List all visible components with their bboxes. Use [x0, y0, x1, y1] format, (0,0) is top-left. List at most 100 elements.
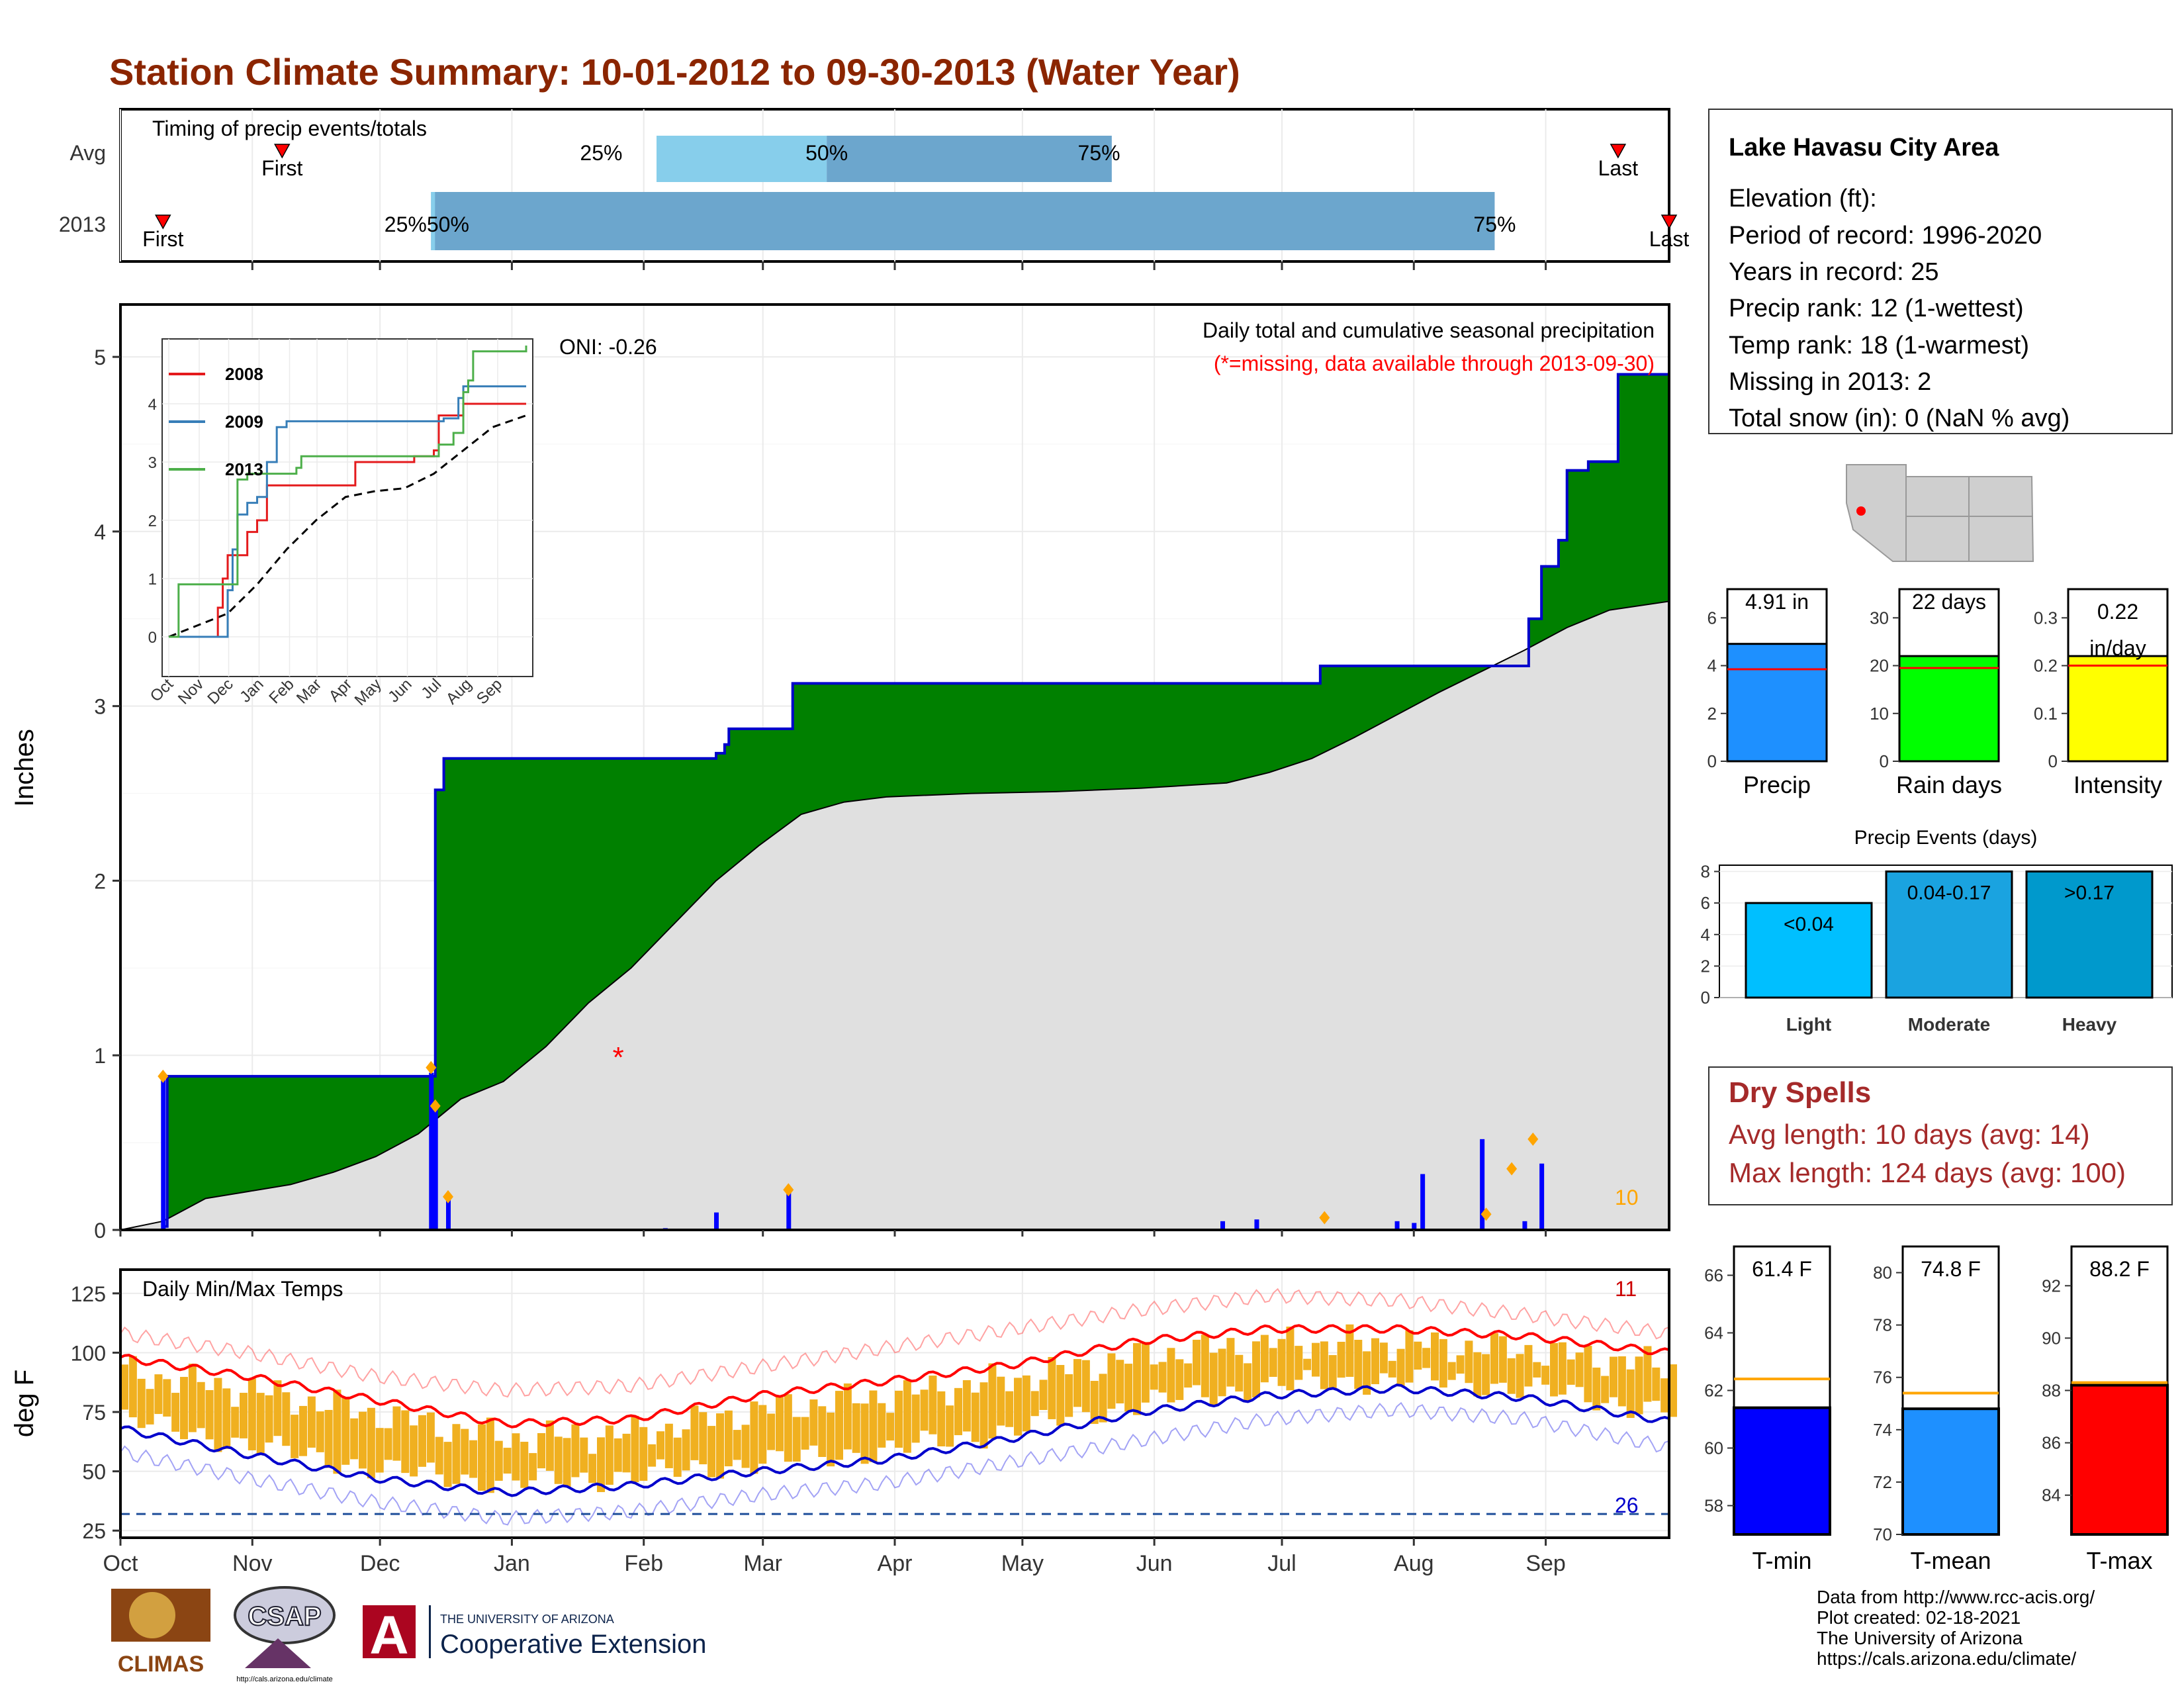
- inset-ytick-label-2: 2: [148, 512, 157, 530]
- daily-temp-bar-0: [120, 1364, 128, 1410]
- daily-temp-bar-204: [988, 1363, 997, 1439]
- daily-temp-bar-6: [146, 1389, 154, 1425]
- daily-temp-bar-10: [163, 1379, 171, 1417]
- daily-temp-bar-314: [1456, 1355, 1465, 1374]
- daily-temp-bar-108: [580, 1437, 588, 1473]
- t-max-ytick-label-3: 90: [2042, 1328, 2061, 1348]
- daily-temp-bar-232: [1107, 1353, 1116, 1409]
- daily-temp-bar-30: [248, 1378, 256, 1450]
- daily-temp-bar-76: [443, 1442, 452, 1487]
- daily-temp-bar-326: [1507, 1358, 1516, 1394]
- daily-temp-bar-70: [418, 1415, 426, 1467]
- climas-wordmark: CLIMAS: [118, 1652, 204, 1677]
- daily-temp-bar-216: [1039, 1380, 1048, 1411]
- rain-days-ytick-label-0: 0: [1880, 751, 1889, 771]
- t-mean-summary-bar: [1901, 1407, 2000, 1536]
- temp-ytick-label-3: 100: [71, 1341, 106, 1365]
- daily-temp-bar-360: [1652, 1367, 1661, 1401]
- daily-temp-bar-212: [1022, 1375, 1030, 1432]
- t-mean-ytick-label-0: 70: [1873, 1524, 1892, 1544]
- temp-title: Daily Min/Max Temps: [142, 1277, 343, 1301]
- month-label-3: Jan: [494, 1551, 530, 1576]
- daily-temp-bar-358: [1643, 1346, 1652, 1402]
- climas-sun-icon: [129, 1592, 175, 1638]
- daily-temp-bar-104: [563, 1438, 571, 1487]
- month-label-9: Jul: [1267, 1551, 1296, 1576]
- daily-temp-bar-290: [1354, 1339, 1363, 1389]
- avg-first-marker: [274, 144, 291, 159]
- daily-temp-bar-110: [588, 1454, 597, 1483]
- intensity-axis-label: Intensity: [2073, 771, 2162, 798]
- daily-temp-bar-34: [265, 1395, 273, 1443]
- daily-temp-bar-238: [1133, 1343, 1141, 1415]
- daily-temp-bar-94: [520, 1442, 529, 1488]
- daily-temp-bar-52: [341, 1397, 350, 1465]
- intensity-value-unit: in/day: [2089, 636, 2146, 660]
- daily-temp-bar-12: [171, 1393, 180, 1432]
- daily-temp-bar-230: [1099, 1374, 1107, 1423]
- y2013-q25-edge: [431, 192, 435, 250]
- daily-temp-bar-268: [1260, 1335, 1269, 1383]
- daily-temp-bar-348: [1601, 1376, 1610, 1403]
- daily-temp-bar-334: [1541, 1366, 1550, 1385]
- daily-temp-bar-178: [878, 1403, 886, 1448]
- events-ytick-label-4: 8: [1701, 862, 1710, 882]
- missing-note: (*=missing, data available through 2013-…: [1214, 352, 1655, 375]
- daily-temp-bar-142: [724, 1410, 733, 1467]
- credit-url: https://cals.arizona.edu/climate/: [1817, 1648, 2076, 1669]
- daily-temp-bar-188: [920, 1389, 929, 1431]
- daily-temp-bar-312: [1447, 1362, 1456, 1380]
- t-min-ytick-label-2: 62: [1704, 1381, 1723, 1401]
- daily-temp-bar-112: [597, 1437, 605, 1493]
- daily-max-diamond-5: [1319, 1211, 1330, 1225]
- precip-ytick-label-4: 4: [94, 520, 106, 544]
- inset-series-2013: [169, 346, 527, 638]
- summary-bar-charts: 0 2 4 6 4.91 in Precip 0 10 20 30 22 days Rain days…: [1707, 588, 2169, 798]
- t-mean-ytick-label-3: 76: [1873, 1368, 1892, 1387]
- precip-ytick-label-5: 5: [94, 346, 106, 369]
- daily-temp-bar-144: [733, 1430, 741, 1460]
- daily-temp-bar-284: [1328, 1355, 1337, 1389]
- daily-temp-bar-276: [1295, 1346, 1303, 1380]
- daily-temp-bar-62: [384, 1428, 392, 1460]
- precip-ytick-label-3: 3: [94, 695, 106, 719]
- daily-temp-bar-274: [1286, 1327, 1295, 1391]
- daily-temp-bar-296: [1379, 1342, 1388, 1374]
- temp-ytick-label-4: 125: [71, 1282, 106, 1306]
- daily-temp-bar-174: [860, 1403, 869, 1464]
- daily-temp-bar-154: [776, 1397, 784, 1452]
- daily-precip-bar-13: [1522, 1221, 1527, 1230]
- daily-temp-bar-170: [843, 1383, 852, 1450]
- daily-temp-bar-340: [1567, 1359, 1575, 1385]
- avg-75-label: 75%: [1078, 141, 1120, 165]
- daily-temp-bar-272: [1277, 1338, 1286, 1386]
- daily-temp-bar-114: [605, 1425, 614, 1485]
- daily-temp-bar-254: [1201, 1335, 1209, 1397]
- daily-temp-bar-218: [1048, 1356, 1056, 1419]
- daily-temp-bar-328: [1516, 1354, 1524, 1398]
- month-label-7: May: [1001, 1551, 1044, 1576]
- daily-temp-bar-260: [1226, 1338, 1235, 1387]
- daily-temp-bar-280: [1312, 1342, 1320, 1377]
- missing-day-marker: *: [613, 1041, 624, 1074]
- timing-row-2013: 2013: [59, 212, 106, 236]
- t-max-axis-label: T-max: [2086, 1547, 2152, 1574]
- daily-temp-bar-124: [648, 1444, 657, 1467]
- daily-precip-bar-14: [1539, 1163, 1545, 1230]
- month-label-1: Nov: [232, 1551, 272, 1576]
- ua-logo: A THE UNIVERSITY OF ARIZONA Cooperative …: [363, 1605, 706, 1665]
- t-mean-ytick-label-2: 74: [1873, 1420, 1892, 1440]
- temp-ytick-label-2: 75: [82, 1401, 106, 1425]
- daily-temp-bar-122: [639, 1427, 648, 1481]
- rain-days-ytick-label-2: 20: [1870, 656, 1889, 676]
- daily-temp-bar-90: [503, 1448, 512, 1474]
- avg-q25-q50-bar: [657, 136, 827, 182]
- daily-temp-bar-40: [291, 1415, 299, 1458]
- t-max-ytick-label-4: 92: [2042, 1276, 2061, 1295]
- daily-temp-bar-298: [1388, 1360, 1396, 1378]
- daily-temp-bar-130: [673, 1437, 682, 1477]
- precip-count-label: 10: [1615, 1186, 1639, 1209]
- month-label-5: Mar: [743, 1551, 782, 1576]
- daily-precip-bar-8: [1254, 1219, 1259, 1230]
